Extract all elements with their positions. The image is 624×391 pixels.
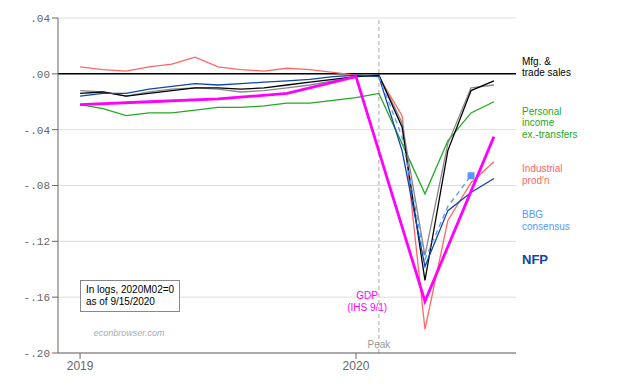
svg-text:-.20: -.20 [24, 348, 50, 360]
html-text:GDP (IHS 9/1): GDP (IHS 9/1) [347, 290, 388, 313]
svg-text:2020: 2020 [343, 359, 370, 373]
svg-text:-.12: -.12 [24, 236, 50, 248]
svg-text:2019: 2019 [67, 359, 94, 373]
html-text:Personal income ex.-transfers: Personal income ex.-transfers [522, 105, 578, 140]
html-text:NFP: NFP [522, 251, 548, 267]
html-text:econbrowser.com: econbrowser.com [93, 327, 165, 338]
html-text:Mfg. & trade sales: Mfg. & trade sales [522, 55, 571, 78]
html-text:BBG consensus: BBG consensus [522, 208, 570, 232]
svg-text:.04: .04 [30, 13, 50, 25]
html-text:Industrial prod'n: Industrial prod'n [522, 162, 563, 186]
svg-text:Peak: Peak [367, 339, 391, 350]
svg-text:-.04: -.04 [24, 125, 51, 137]
svg-text:-.16: -.16 [24, 292, 50, 304]
svg-text:.00: .00 [30, 69, 50, 81]
html-text:In logs, 2020M02=0 as of 9/15/: In logs, 2020M02=0 as of 9/15/2020 [86, 284, 175, 308]
svg-text:-.08: -.08 [24, 180, 50, 192]
